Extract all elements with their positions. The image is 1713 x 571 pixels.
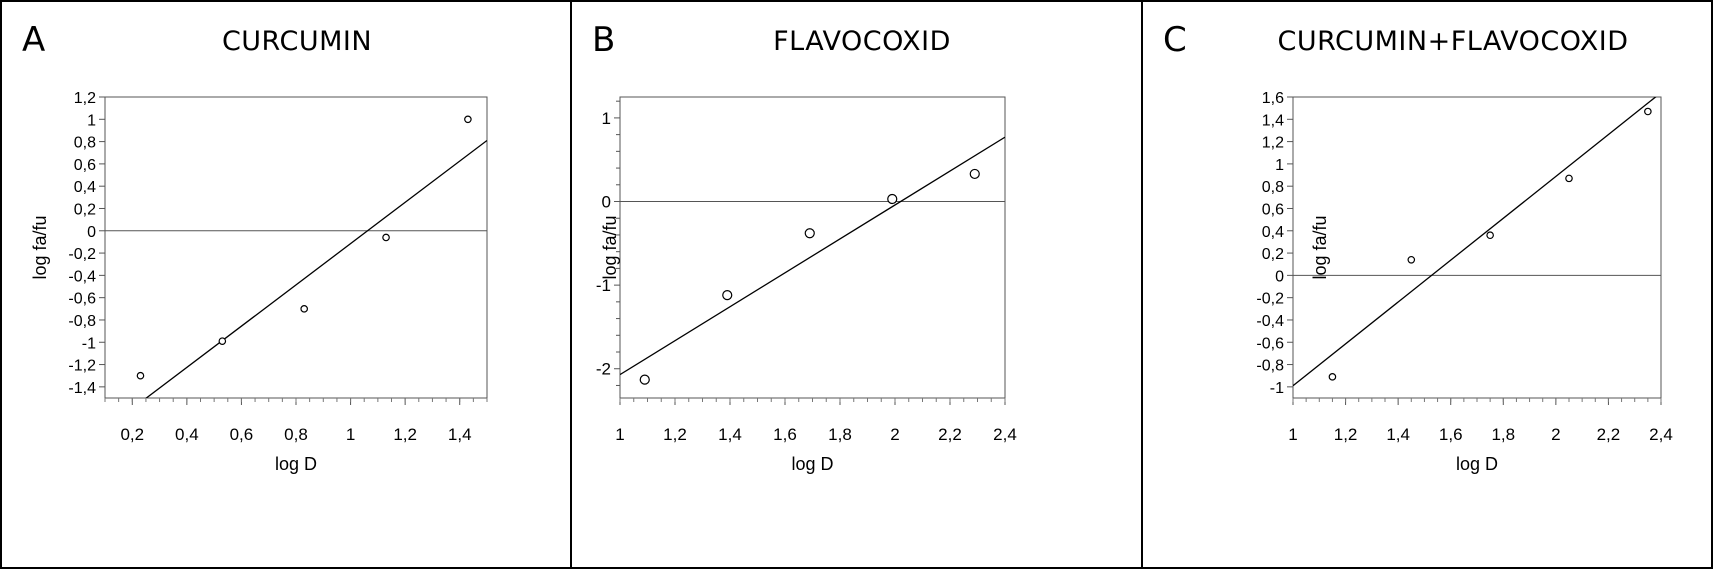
y-tick-label: 1,4 (1262, 112, 1284, 129)
panel-label: B (592, 20, 616, 60)
y-tick-label: -1,2 (68, 358, 96, 375)
x-tick-label: 2,4 (993, 425, 1017, 444)
chart-b-plot: 1 0 -1 -2 1 1,2 1,4 1,6 1,8 2 2,2 2,4 log D log fa/fu (596, 96, 1017, 474)
x-tick-label: 1 (615, 425, 624, 444)
plot-frame (104, 96, 488, 399)
x-tick-label: 2,2 (938, 425, 962, 444)
x-tick-label: 0,6 (230, 425, 254, 444)
x-tick-label: 1,4 (1386, 425, 1410, 444)
data-point (1328, 373, 1337, 381)
x-axis-label: log D (791, 454, 833, 474)
y-tick-label: 0 (602, 193, 611, 212)
data-point (1486, 231, 1494, 240)
x-tick-label: 1,4 (718, 425, 742, 444)
y-tick-label: 1,6 (1262, 90, 1284, 107)
data-point (218, 337, 227, 345)
y-tick-label: 1 (87, 112, 96, 129)
panel-label: A (22, 20, 46, 60)
x-axis-label: log D (275, 454, 317, 474)
x-tick-label: 1,4 (448, 425, 472, 444)
x-tick-label: 1,8 (828, 425, 852, 444)
data-point (1407, 255, 1416, 264)
chart-title: CURCUMIN+FLAVOCOXID (1277, 26, 1629, 57)
fit-line (1293, 97, 1657, 387)
data-point (1644, 107, 1652, 116)
data-point (382, 233, 390, 242)
data-point (1565, 174, 1573, 183)
y-tick-label: 0,6 (1262, 201, 1284, 218)
y-tick-label: -0,8 (1256, 358, 1284, 375)
y-tick-label: 0,2 (74, 201, 96, 218)
panel-a: A CURCUMIN 1,2 1 0,8 0,6 0,4 0,2 0 -0,2 -0,4 -0,6… (0, 0, 572, 569)
y-axis-label: log fa/fu (30, 215, 50, 279)
data-point (804, 228, 815, 239)
x-tick-label: 1,2 (393, 425, 417, 444)
y-tick-label: 1,2 (74, 90, 96, 107)
x-tick-label: 1,6 (1439, 425, 1463, 444)
y-axis-label: log fa/fu (600, 215, 620, 279)
y-tick-label: 0,8 (74, 135, 96, 152)
chart-title: FLAVOCOXID (773, 26, 951, 57)
panel-b: B FLAVOCOXID 1 0 -1 -2 1 1,2 1,4 1,6 1,8 2 2,2 2,4 l… (570, 0, 1143, 569)
y-tick-label: -0,4 (68, 268, 96, 285)
y-tick-label: -0,2 (68, 246, 96, 263)
y-tick-label: 0,8 (1262, 179, 1284, 196)
x-tick-label: 0,2 (120, 425, 144, 444)
x-tick-label: 1 (346, 425, 355, 444)
x-axis-label: log D (1456, 454, 1498, 474)
y-tick-label: 0,4 (74, 179, 96, 196)
x-tick-label: 2,4 (1649, 425, 1673, 444)
y-tick-label: 0,6 (74, 157, 96, 174)
y-tick-label: -1 (596, 276, 611, 295)
data-point (300, 305, 308, 313)
data-point (887, 193, 898, 205)
y-tick-label: 0,4 (1262, 224, 1284, 241)
y-tick-label: -1 (1270, 380, 1284, 397)
x-tick-label: 2 (890, 425, 899, 444)
plot-frame (619, 96, 1006, 399)
y-tick-label: -2 (596, 360, 611, 379)
y-tick-label: 0,2 (1262, 246, 1284, 263)
plot-frame (1292, 96, 1662, 399)
y-tick-label: 1 (602, 109, 611, 128)
y-tick-label: -0,4 (1256, 313, 1284, 330)
y-tick-label: 0 (87, 224, 96, 241)
y-tick-label: 0 (1275, 268, 1284, 285)
y-tick-label: -1,4 (68, 380, 96, 397)
fit-line (620, 136, 1005, 376)
y-tick-label: -0,6 (1256, 335, 1284, 352)
x-tick-label: 0,4 (175, 425, 199, 444)
y-tick-label: -0,6 (68, 291, 96, 308)
x-tick-label: 1,8 (1491, 425, 1515, 444)
x-tick-label: 1,2 (1334, 425, 1358, 444)
data-point (722, 290, 733, 301)
y-tick-label: 1 (1275, 157, 1284, 174)
x-tick-label: 2 (1551, 425, 1560, 444)
chart-title: CURCUMIN (221, 26, 373, 57)
x-tick-label: 1,2 (663, 425, 687, 444)
x-tick-label: 2,2 (1597, 425, 1621, 444)
x-tick-label: 1 (1288, 425, 1297, 444)
y-tick-label: -1 (82, 335, 96, 352)
x-tick-label: 0,8 (284, 425, 308, 444)
x-tick-label: 1,6 (773, 425, 797, 444)
fit-line (145, 139, 487, 398)
panel-label: C (1163, 20, 1187, 60)
plot-content: 1,6 1,4 1,2 1 0,8 0,6 0,4 0,2 0 -0,2 -0,4 -0,6 -0,8 -… (1256, 90, 1672, 474)
chart-a-plot: 1,2 1 0,8 0,6 0,4 0,2 0 -0,2 -0,4 -0,6 -0,8 -1 -1,2 -… (30, 90, 488, 474)
y-axis-label: log fa/fu (1310, 215, 1330, 279)
y-tick-label: -0,8 (68, 313, 96, 330)
data-point (464, 115, 472, 124)
data-point (136, 371, 145, 380)
y-tick-label: 1,2 (1262, 135, 1284, 152)
chart-c-plot: 1,6 1,4 1,2 1 0,8 0,6 0,4 0,2 0 -0,2 -0,4 -0,6 -0,8 -… (1256, 90, 1672, 474)
panel-c: C CURCUMIN+FLAVOCOXID 1,6 1,4 1,2 1 0,8 0,6 0,… (1141, 0, 1713, 569)
data-point (639, 374, 650, 385)
y-tick-label: -0,2 (1256, 291, 1284, 308)
data-point (969, 168, 980, 180)
